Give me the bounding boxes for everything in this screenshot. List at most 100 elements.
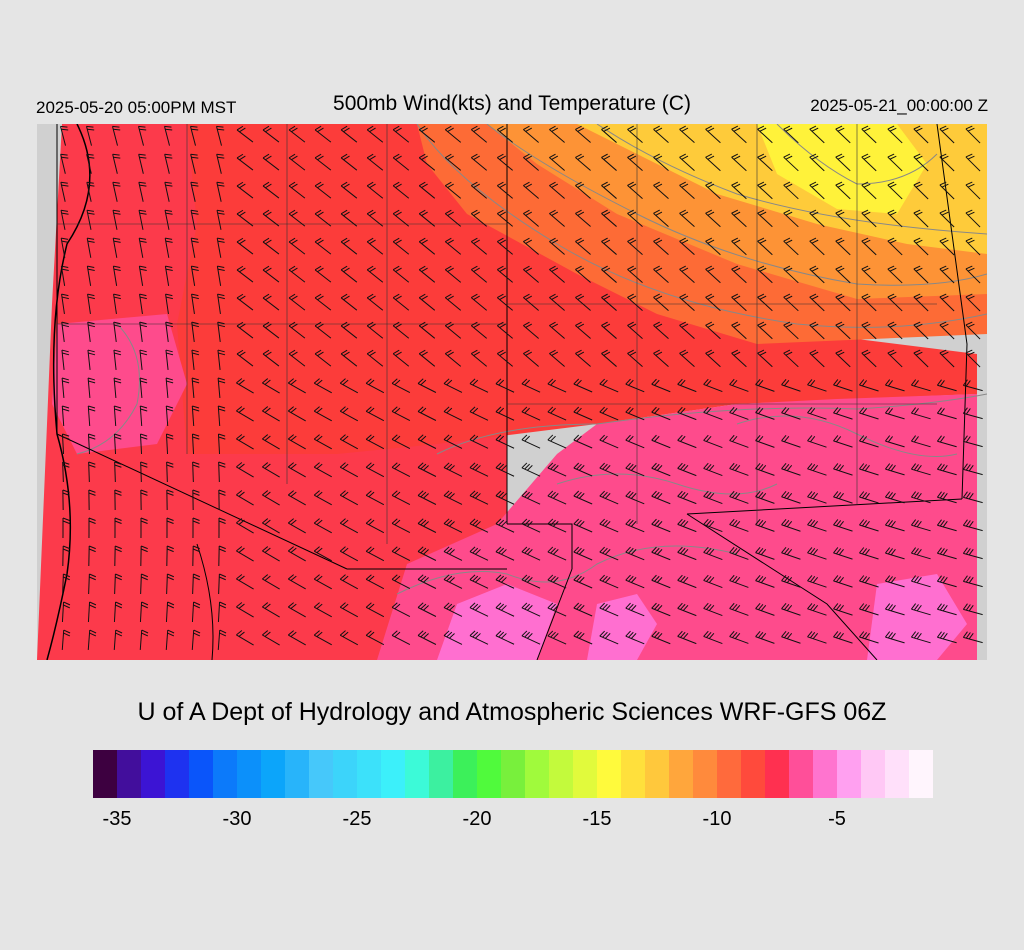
wind-barb <box>729 630 749 644</box>
wind-barb <box>781 547 801 560</box>
colorbar-cell <box>189 750 213 798</box>
wind-barb <box>418 321 436 339</box>
wind-barb <box>87 349 96 370</box>
wind-barb <box>418 125 436 143</box>
colorbar-cell <box>357 750 381 798</box>
wind-barb <box>216 237 225 258</box>
wind-barb <box>549 265 565 283</box>
wind-barb <box>418 181 436 199</box>
wind-barb <box>236 125 254 143</box>
wind-barb <box>417 462 437 477</box>
wind-barb <box>627 237 643 255</box>
wind-barb <box>521 490 541 505</box>
wind-barb <box>833 407 853 420</box>
wind-barb <box>113 433 122 455</box>
wind-barb <box>166 461 174 483</box>
wind-barb <box>962 407 983 420</box>
wind-barb <box>679 153 695 172</box>
wind-barb <box>217 405 226 427</box>
wind-barbs <box>60 125 983 651</box>
wind-barb <box>236 518 254 534</box>
wind-barb <box>781 631 801 644</box>
colorbar-cell <box>333 750 357 798</box>
wind-barb <box>470 181 488 199</box>
wind-barb <box>365 574 385 590</box>
wind-barb <box>87 433 96 455</box>
wind-barb <box>783 349 799 368</box>
wind-barb <box>218 461 226 483</box>
wind-barb <box>444 181 462 199</box>
wind-barb <box>165 433 174 455</box>
wind-barb <box>497 153 513 171</box>
wind-barb <box>936 407 957 420</box>
wind-barb <box>497 293 513 311</box>
wind-barb <box>677 434 697 449</box>
wind-barb <box>939 293 955 312</box>
wind-barb <box>417 434 437 449</box>
wind-barb <box>885 575 905 588</box>
colorbar-tick-label: -10 <box>702 808 732 830</box>
wind-barb <box>60 265 69 286</box>
wind-barb <box>705 153 721 172</box>
wind-barb <box>443 434 463 449</box>
wind-barb <box>469 518 489 533</box>
wind-barb <box>757 293 773 312</box>
wind-barb <box>521 406 541 421</box>
wind-barb <box>288 237 306 255</box>
wind-barb <box>139 349 148 370</box>
wind-barb <box>113 405 122 427</box>
wind-barb <box>809 237 825 256</box>
wind-barb <box>627 181 643 199</box>
wind-barb <box>729 546 749 560</box>
wind-barb <box>575 237 591 255</box>
wind-barb <box>166 489 174 511</box>
wind-barb <box>495 462 515 477</box>
wind-barb <box>783 293 799 312</box>
wind-barb <box>703 574 723 589</box>
wind-barb <box>339 574 359 590</box>
wind-barb <box>783 265 799 284</box>
wind-barb <box>911 463 931 476</box>
wind-barb <box>913 349 929 368</box>
wind-barb <box>164 237 173 258</box>
wind-barb <box>217 433 226 455</box>
wind-barb <box>835 265 851 284</box>
wind-barb <box>679 321 695 340</box>
wind-barb <box>861 153 877 172</box>
wind-barb <box>88 461 96 483</box>
wind-barb <box>88 489 96 511</box>
wind-barb <box>217 321 226 342</box>
wind-barb <box>887 265 903 284</box>
wind-barb <box>417 574 437 589</box>
wind-barb <box>470 265 488 283</box>
wind-barb <box>861 265 877 284</box>
wind-barb <box>599 546 619 561</box>
wind-barb <box>313 462 332 478</box>
wind-barb <box>549 293 565 311</box>
wind-barb <box>113 349 122 370</box>
wind-barb <box>913 237 929 256</box>
wind-barb <box>139 629 149 651</box>
wind-barb <box>601 153 617 171</box>
wind-barb <box>365 602 385 618</box>
wind-barb <box>523 321 539 339</box>
wind-barb <box>366 349 384 367</box>
wind-barb <box>965 209 981 228</box>
wind-barb <box>599 434 619 449</box>
wind-barb <box>653 181 669 200</box>
wind-barb <box>236 462 254 478</box>
wind-barb <box>911 631 931 644</box>
wind-barb <box>339 630 359 646</box>
wind-barb <box>755 434 775 448</box>
wind-barb <box>340 349 358 367</box>
wind-barb <box>521 378 541 393</box>
wind-barb <box>313 518 332 534</box>
wind-barb <box>112 181 121 202</box>
wind-barb <box>859 575 879 588</box>
wind-barb <box>835 293 851 312</box>
wind-barb <box>549 153 565 171</box>
wind-barb <box>391 434 411 450</box>
wind-barb <box>573 434 593 449</box>
wind-barb <box>190 237 199 258</box>
wind-barb <box>859 379 879 392</box>
